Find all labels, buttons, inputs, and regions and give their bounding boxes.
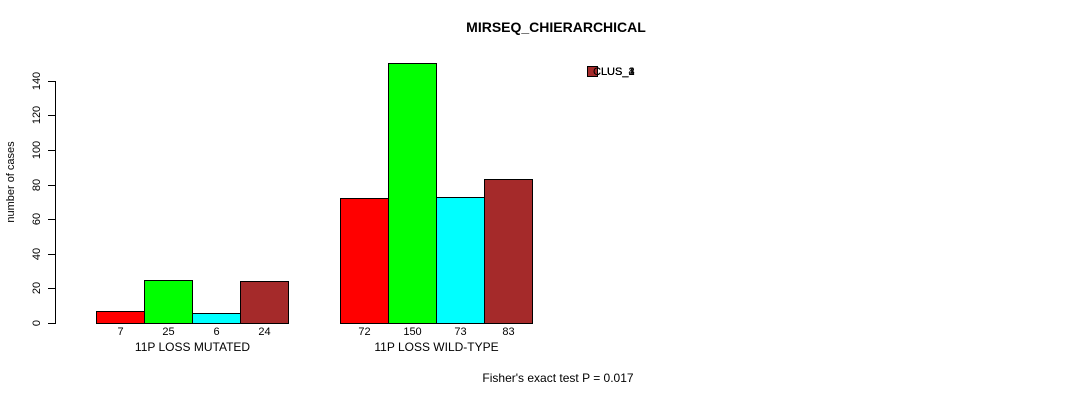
y-axis-tick (48, 323, 55, 324)
y-axis-tick (48, 115, 55, 116)
bar (436, 197, 485, 324)
y-axis-tick (48, 219, 55, 220)
footer-note: Fisher's exact test P = 0.017 (482, 371, 634, 385)
category-label: 11P LOSS WILD-TYPE (374, 340, 499, 354)
bar-value-label: 72 (358, 326, 371, 338)
bar (484, 179, 533, 324)
y-axis-tick (48, 150, 55, 151)
legend-label: CLUS_2 (593, 65, 635, 78)
bar-value-label: 6 (213, 326, 220, 338)
y-axis-tick (48, 254, 55, 255)
bar-value-label: 83 (502, 326, 515, 338)
y-axis-tick (48, 288, 55, 289)
bar-value-label: 24 (258, 326, 271, 338)
bar (144, 280, 193, 324)
y-axis-tick-label: 100 (31, 140, 43, 160)
legend-swatch (587, 66, 598, 77)
bar (240, 281, 289, 324)
bar (96, 311, 145, 324)
bar (340, 198, 389, 324)
bar-value-label: 150 (403, 326, 422, 338)
y-axis-tick-label: 80 (31, 178, 43, 192)
y-axis-line (55, 81, 56, 324)
legend-label: CLUS_3 (593, 65, 635, 78)
bar-value-label: 73 (454, 326, 467, 338)
y-axis-tick-label: 0 (31, 319, 43, 327)
y-axis-tick (48, 185, 55, 186)
y-axis-tick-label: 20 (31, 281, 43, 295)
y-axis-tick-label: 120 (31, 105, 43, 125)
legend-label: CLUS_4 (593, 65, 635, 78)
y-axis-tick-label: 140 (31, 71, 43, 91)
category-label: 11P LOSS MUTATED (134, 340, 251, 354)
bar (192, 313, 241, 324)
bar-value-label: 25 (162, 326, 175, 338)
y-axis-tick-label: 60 (31, 212, 43, 226)
y-axis-tick-label: 40 (31, 247, 43, 261)
legend-label: CLUS_1 (593, 65, 635, 78)
y-axis-tick (48, 81, 55, 82)
bar-value-label: 7 (117, 326, 124, 338)
chart-title: MIRSEQ_CHIERARCHICAL (466, 19, 646, 35)
bar (388, 63, 437, 324)
